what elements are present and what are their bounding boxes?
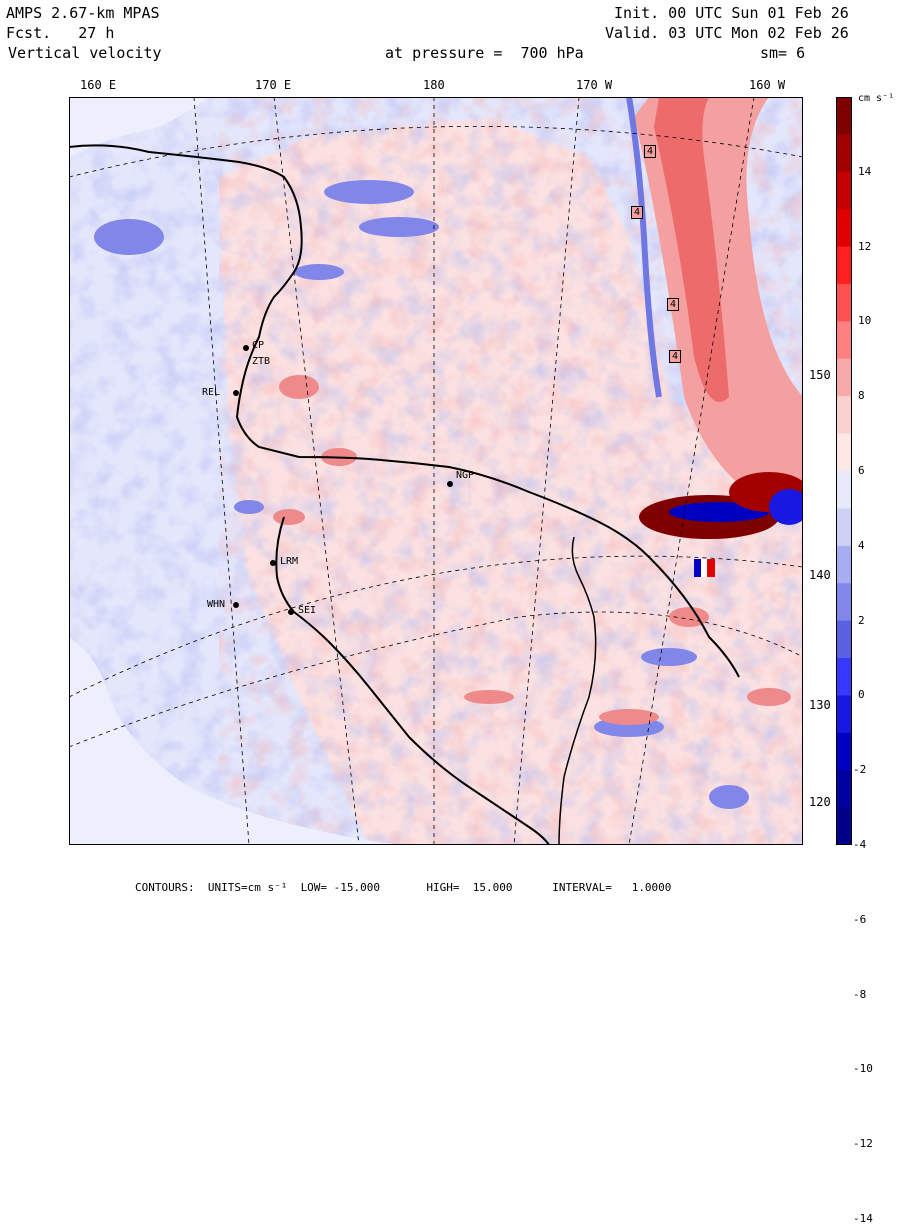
contour-label: 4	[669, 350, 682, 363]
lon-label-160e: 160 E	[80, 78, 117, 92]
colorbar-tick: 2	[858, 613, 865, 627]
colorbar-swatch	[836, 695, 852, 734]
colorbar-swatch	[836, 246, 852, 285]
colorbar-swatch	[836, 508, 852, 547]
colorbar-swatch	[836, 321, 852, 360]
vertical-velocity-map	[69, 97, 803, 845]
lon-label-170w: 170 W	[576, 78, 613, 92]
colorbar	[836, 97, 852, 845]
contour-label: 4	[644, 145, 657, 158]
station-whn: WHN	[207, 599, 226, 610]
colorbar-tick: -12	[853, 1137, 873, 1151]
red-band-inner	[654, 97, 729, 402]
colorbar-swatch	[836, 171, 852, 210]
colorbar-tick: 4	[858, 538, 865, 552]
lon-label-180: 180	[423, 78, 445, 92]
colorbar-frame	[836, 97, 852, 845]
colorbar-swatch	[836, 732, 852, 771]
init-time: Init. 00 UTC Sun 01 Feb 26	[614, 4, 849, 22]
colorbar-swatch	[836, 97, 852, 135]
colorbar-swatch	[836, 358, 852, 397]
graticule	[69, 97, 803, 845]
valid-time: Valid. 03 UTC Mon 02 Feb 26	[605, 24, 849, 42]
ice-shelf-edge	[558, 536, 597, 845]
station-marker	[447, 481, 453, 487]
strong-convection-cluster	[639, 472, 803, 577]
contour-label: 4	[631, 206, 644, 219]
colorbar-tick: -4	[853, 838, 867, 851]
station-marker	[233, 602, 239, 608]
colorbar-swatch	[836, 583, 852, 622]
coastline-north	[69, 144, 740, 678]
lon-label-160w: 160 W	[749, 78, 786, 92]
contour-info: CONTOURS: UNITS=cm s⁻¹ LOW= -15.000 HIGH…	[135, 881, 672, 894]
station-ngp: NGP	[456, 470, 475, 481]
colorbar-swatch	[836, 658, 852, 696]
colorbar-tick: 0	[858, 688, 865, 702]
colorbar-swatch	[836, 545, 852, 584]
colorbar-tick: 14	[858, 164, 872, 178]
forecast-hour: Fcst. 27 h	[6, 24, 115, 42]
colorbar-swatch	[836, 209, 852, 248]
top-left-patch	[69, 97, 209, 157]
colorbar-tick: 6	[858, 464, 865, 477]
colorbar-swatch	[836, 433, 852, 472]
colorbar-swatch	[836, 134, 852, 173]
colorbar-tick: 12	[858, 239, 872, 253]
station-ztb: ZTB	[252, 356, 271, 367]
colorbar-swatch	[836, 396, 852, 435]
colorbar-tick: -10	[853, 1062, 873, 1076]
station-marker	[243, 345, 249, 351]
colorbar-tick: -6	[853, 912, 867, 926]
field-name: Vertical velocity	[8, 44, 162, 62]
coastline-south	[275, 516, 550, 845]
colorbar-tick: -8	[853, 987, 867, 1001]
lon-label-170e: 170 E	[255, 78, 292, 92]
colorbar-tick: 10	[858, 314, 872, 328]
station-marker	[288, 609, 294, 615]
colorbar-swatch	[836, 807, 852, 845]
blue-band	[626, 97, 662, 398]
upward-cells	[273, 375, 791, 725]
colorbar-swatch	[836, 284, 852, 322]
station-lrm: LRM	[280, 556, 299, 567]
colorbar-swatch	[836, 770, 852, 809]
pressure-level: at pressure = 700 hPa	[385, 44, 584, 62]
station-rel: REL	[202, 387, 221, 398]
colorbar-units: cm s⁻¹	[858, 93, 895, 104]
colorbar-swatch	[836, 620, 852, 659]
colorbar-tick: -2	[853, 763, 867, 777]
contour-label: 4	[667, 298, 680, 311]
model-title: AMPS 2.67-km MPAS	[6, 4, 160, 22]
smoothing-value: sm= 6	[760, 44, 806, 62]
station-marker	[270, 560, 276, 566]
station-sei: SEI	[298, 605, 317, 616]
station-cp: CP	[252, 340, 265, 351]
colorbar-swatch	[836, 471, 852, 509]
station-marker	[233, 390, 239, 396]
map-frame	[69, 97, 803, 845]
colorbar-tick: 8	[858, 389, 865, 403]
colorbar-tick: -14	[853, 1212, 873, 1225]
lower-left-shelf	[69, 637, 399, 845]
